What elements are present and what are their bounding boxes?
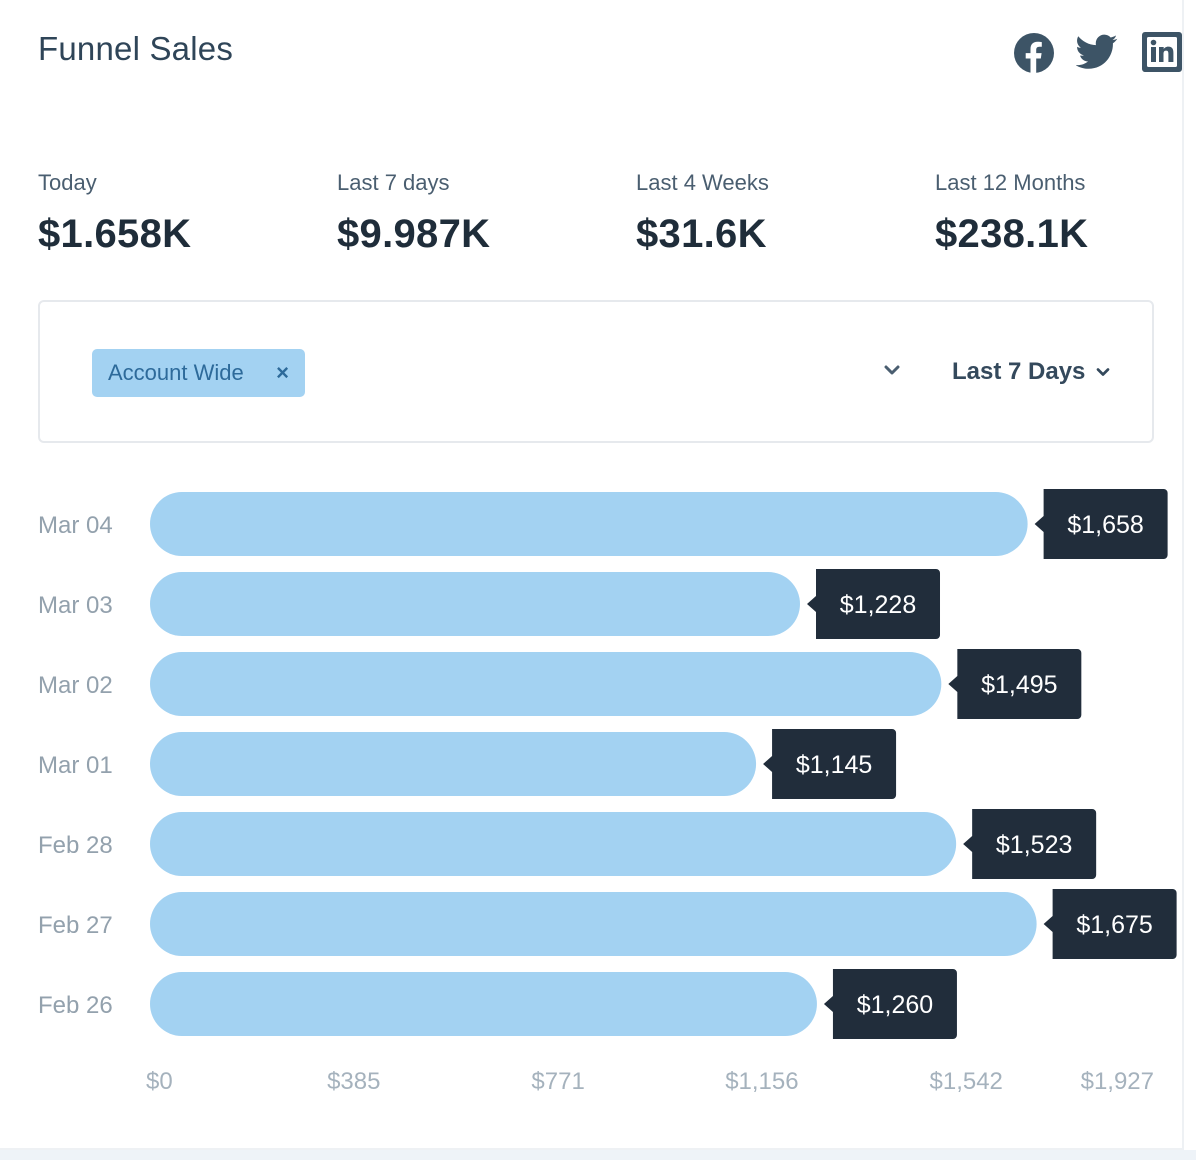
data-label: $1,228 xyxy=(840,591,916,619)
x-axis-tick-label: $385 xyxy=(327,1068,380,1095)
bar xyxy=(150,732,757,796)
data-label: $1,145 xyxy=(796,751,872,779)
chevron-down-icon xyxy=(884,365,900,375)
x-axis-tick-label: $1,156 xyxy=(725,1068,798,1095)
stat-today: Today $1.658K xyxy=(38,170,191,257)
bar xyxy=(150,652,942,716)
x-axis-tick-label: $1,927 xyxy=(1081,1068,1154,1095)
tag-remove-icon[interactable]: × xyxy=(276,360,289,385)
value-tooltip xyxy=(948,649,1082,719)
stat-label: Last 4 Weeks xyxy=(636,170,769,195)
data-label: $1,675 xyxy=(1076,911,1152,939)
filter-dropdown-toggle[interactable] xyxy=(880,358,904,382)
value-tooltip xyxy=(1043,889,1177,959)
date-range-select[interactable]: Last 7 Days xyxy=(952,358,1113,386)
stat-label: Last 12 Months xyxy=(935,170,1086,195)
facebook-icon xyxy=(1014,33,1054,73)
twitter-share-button[interactable] xyxy=(1076,34,1118,70)
stat-value: $9.987K xyxy=(337,212,491,256)
tag-label: Account Wide xyxy=(108,360,244,385)
stat-value: $31.6K xyxy=(636,212,767,256)
stat-last-4-weeks: Last 4 Weeks $31.6K xyxy=(636,170,769,257)
funnel-sales-bar-chart: Mar 04 $1,658 Mar 03 $1,228 Mar 02 $1,495 Mar … xyxy=(38,489,1177,1095)
data-label: $1,495 xyxy=(981,671,1057,699)
facebook-share-button[interactable] xyxy=(1013,32,1055,74)
x-axis-tick-label: $771 xyxy=(531,1068,584,1095)
stat-label: Today xyxy=(38,170,97,195)
x-axis-tick-label: $0 xyxy=(146,1068,173,1095)
stat-value: $1.658K xyxy=(38,212,192,256)
linkedin-icon xyxy=(1142,32,1182,72)
data-label: $1,260 xyxy=(857,991,933,1019)
date-range-label: Last 7 Days xyxy=(952,358,1086,385)
stat-last-12-months: Last 12 Months $238.1K xyxy=(935,170,1088,257)
value-tooltip xyxy=(1034,489,1168,559)
account-wide-tag[interactable]: Account Wide × xyxy=(92,349,305,397)
bar xyxy=(150,812,957,876)
y-axis-label: Mar 03 xyxy=(38,592,113,619)
y-axis-label: Mar 01 xyxy=(38,752,113,779)
stat-value: $238.1K xyxy=(935,212,1089,256)
x-axis-tick-label: $1,542 xyxy=(930,1068,1003,1095)
y-axis-label: Feb 27 xyxy=(38,912,113,939)
value-tooltip xyxy=(823,969,957,1039)
bar xyxy=(150,572,801,636)
stat-label: Last 7 days xyxy=(337,170,450,195)
filter-panel: Account Wide × Last 7 Days xyxy=(38,300,1154,443)
page-footer-strip xyxy=(0,1150,1196,1160)
bar xyxy=(150,972,817,1036)
y-axis-label: Mar 04 xyxy=(38,512,113,539)
stat-last-7-days: Last 7 days $9.987K xyxy=(337,170,490,257)
bar xyxy=(150,492,1028,556)
bar xyxy=(150,892,1037,956)
data-label: $1,523 xyxy=(996,831,1072,859)
y-axis-label: Feb 26 xyxy=(38,992,113,1019)
page-title: Funnel Sales xyxy=(38,30,234,67)
y-axis-label: Mar 02 xyxy=(38,672,113,699)
value-tooltip xyxy=(807,569,941,639)
value-tooltip xyxy=(963,809,1097,879)
linkedin-share-button[interactable] xyxy=(1142,32,1182,72)
data-label: $1,658 xyxy=(1067,511,1143,539)
y-axis-label: Feb 28 xyxy=(38,832,113,859)
twitter-icon xyxy=(1076,34,1118,69)
value-tooltip xyxy=(763,729,897,799)
chevron-down-icon xyxy=(1097,368,1110,376)
